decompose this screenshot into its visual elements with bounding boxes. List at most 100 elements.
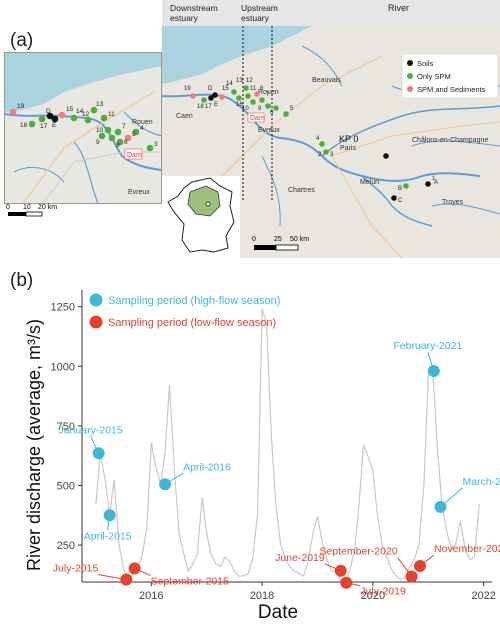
site-label: 14 [76, 108, 84, 115]
site-marker [201, 97, 207, 103]
site-marker [245, 93, 251, 99]
site-marker [403, 183, 409, 189]
site-label: 16 [236, 102, 243, 108]
site-label: 14 [226, 81, 233, 87]
site-label: 18 [197, 104, 204, 110]
sampling-point [334, 564, 347, 577]
place-chartres: Chartres [288, 187, 315, 194]
site-label: 15 [222, 86, 229, 92]
sampling-point [434, 500, 447, 513]
place-troyes: Troyes [442, 199, 464, 206]
sampling-point-label: April-2015 [84, 530, 132, 542]
site-label: 1 [432, 176, 436, 182]
site-label: 7 [122, 123, 126, 130]
zone-downstream-estuary: Downstream estuary [170, 3, 218, 23]
site-label: C [398, 198, 403, 204]
scale-tick: 0 [6, 204, 10, 211]
site-marker [114, 128, 122, 136]
site-label: 19 [184, 86, 191, 92]
zone-upstream-estuary: Upstream estuary [241, 3, 278, 23]
x-tick-label: 2016 [139, 590, 163, 602]
legend-soils-label: Soils [417, 59, 434, 68]
site-label: 3 [330, 152, 334, 158]
site-marker [259, 97, 265, 103]
site-label: B [398, 186, 402, 192]
site-label: 5 [290, 106, 294, 112]
legend-swatch [89, 293, 103, 307]
site-label: A [434, 180, 438, 186]
sampling-point [120, 573, 133, 586]
panel-a-label: (a) [10, 30, 34, 51]
site-label: 2 [318, 152, 322, 158]
site-marker [391, 195, 397, 201]
place-paris: Paris [340, 145, 356, 152]
zone-river: River [388, 3, 410, 13]
legend-spm-swatch [407, 73, 413, 79]
site-label: D [208, 86, 213, 92]
site-marker [58, 111, 66, 119]
legend-swatch [89, 315, 103, 329]
site-marker [265, 103, 271, 109]
site-label: 12 [246, 78, 253, 84]
place-chalons: Châlons-en-Champagne [412, 137, 488, 144]
site-marker [190, 93, 196, 99]
site-marker [38, 115, 46, 123]
place-dam: Dam [250, 115, 265, 122]
place-beauvais: Beauvais [312, 77, 341, 84]
site-label: 8 [260, 86, 264, 92]
small-map-rouen: Rouen [132, 119, 153, 126]
site-marker [70, 114, 78, 122]
y-tick-label: 750 [57, 421, 75, 433]
site-label: 17 [205, 104, 212, 110]
site-marker [231, 89, 237, 95]
sampling-point-label: June-2019 [275, 552, 325, 564]
site-label: 11 [250, 86, 257, 92]
big-map-scale-bar: 0 25 50 km [252, 236, 309, 251]
site-marker [208, 95, 214, 101]
small-map-dam: Dam [127, 152, 142, 159]
sampling-point [128, 562, 141, 575]
site-label: 9 [96, 139, 100, 146]
site-label: 11 [108, 111, 115, 118]
site-label: 13 [236, 78, 243, 84]
small-map-evreux: Evreux [128, 189, 150, 196]
sampling-point [159, 478, 172, 491]
sampling-point [405, 570, 418, 583]
sampling-point-label: July-2015 [53, 563, 99, 575]
site-label: 3 [154, 141, 158, 148]
site-marker [46, 112, 54, 120]
site-marker [273, 105, 279, 111]
site-label: 4 [316, 136, 320, 142]
sampling-point-label: February-2021 [393, 340, 462, 352]
legend-spm-label: Only SPM [417, 72, 451, 81]
place-melun: Melun [360, 179, 379, 186]
small-map-scale-bar: 0 10 20 km [6, 204, 57, 217]
x-axis-label: Date [258, 602, 298, 623]
site-marker [146, 144, 154, 152]
site-label: D [46, 108, 51, 115]
site-marker [243, 85, 249, 91]
site-label: 9 [258, 106, 262, 112]
sampling-point-label: September-2015 [151, 575, 229, 587]
site-marker [254, 91, 260, 97]
sampling-point-label: March-2021 [462, 476, 500, 488]
kp0-label: KP 0 [339, 134, 358, 144]
site-marker [425, 181, 431, 187]
site-marker [100, 114, 108, 122]
site-label: 6 [124, 139, 128, 146]
site-label: 6 [270, 110, 274, 116]
legend-soils-swatch [407, 60, 413, 66]
site-label: 13 [96, 101, 104, 108]
site-label: 7 [266, 92, 270, 98]
sampling-point-label: September-2020 [319, 546, 397, 558]
site-marker [250, 99, 256, 105]
site-label: E [214, 102, 218, 108]
site-marker [51, 115, 59, 123]
site-marker [108, 134, 116, 142]
site-label: 12 [82, 111, 90, 118]
y-tick-label: 1000 [51, 361, 75, 373]
site-label: 17 [40, 123, 48, 130]
sampling-point-label: April-2016 [183, 461, 231, 473]
site-label: E [52, 122, 57, 129]
site-marker [323, 149, 329, 155]
